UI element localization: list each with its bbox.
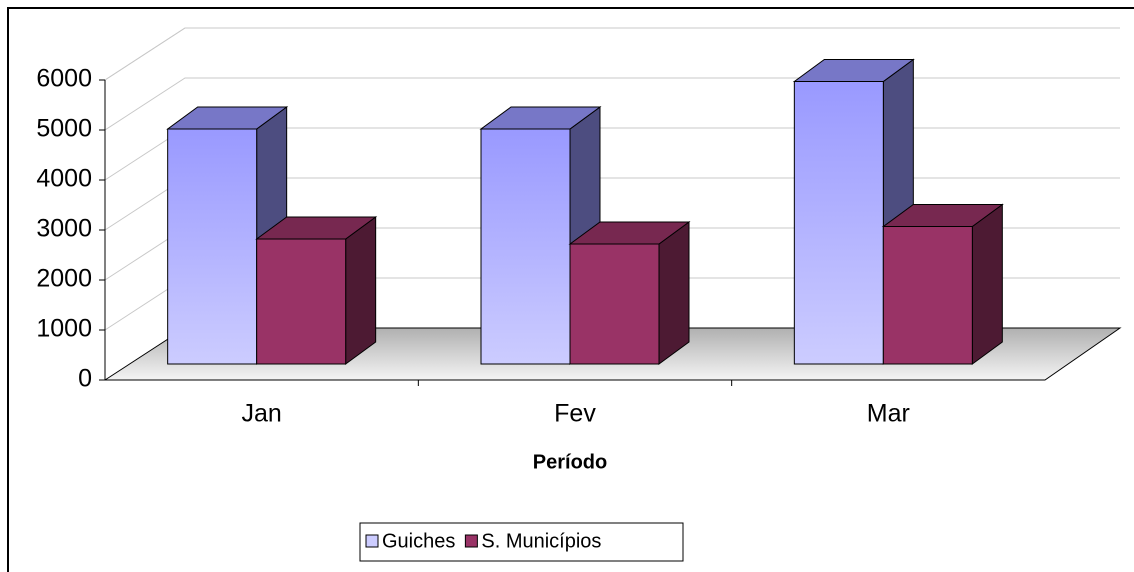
bar-side <box>658 221 690 365</box>
bar-front <box>167 128 258 365</box>
legend-box <box>359 522 684 562</box>
y-tick-label: 2000 <box>36 265 92 293</box>
bar-side <box>345 216 377 365</box>
bar <box>568 221 691 365</box>
y-tick-label: 3000 <box>36 215 92 243</box>
x-axis-title: Período <box>533 451 607 473</box>
legend-label: Guiches <box>382 530 455 552</box>
y-tick-label: 0 <box>78 365 92 393</box>
legend-swatch <box>365 534 379 548</box>
legend-swatch <box>464 534 478 548</box>
bar <box>255 216 378 365</box>
bar-front <box>882 226 973 365</box>
bar-front <box>569 243 660 365</box>
y-tick-label: 4000 <box>36 165 92 193</box>
bar <box>881 203 1004 365</box>
bar-front <box>256 238 347 365</box>
legend-label: S. Municípios <box>481 530 601 552</box>
x-tick-label: Jan <box>242 400 282 428</box>
bar-front <box>793 81 884 365</box>
bar <box>792 58 915 365</box>
y-tick-label: 1000 <box>36 315 92 343</box>
bar-side <box>971 203 1003 365</box>
bar-front <box>480 128 571 365</box>
x-tick-label: Mar <box>867 400 910 428</box>
y-tick-label: 6000 <box>36 65 92 93</box>
y-tick-label: 5000 <box>36 115 92 143</box>
x-tick-label: Fev <box>554 400 596 428</box>
back-wall-edge <box>104 27 186 81</box>
